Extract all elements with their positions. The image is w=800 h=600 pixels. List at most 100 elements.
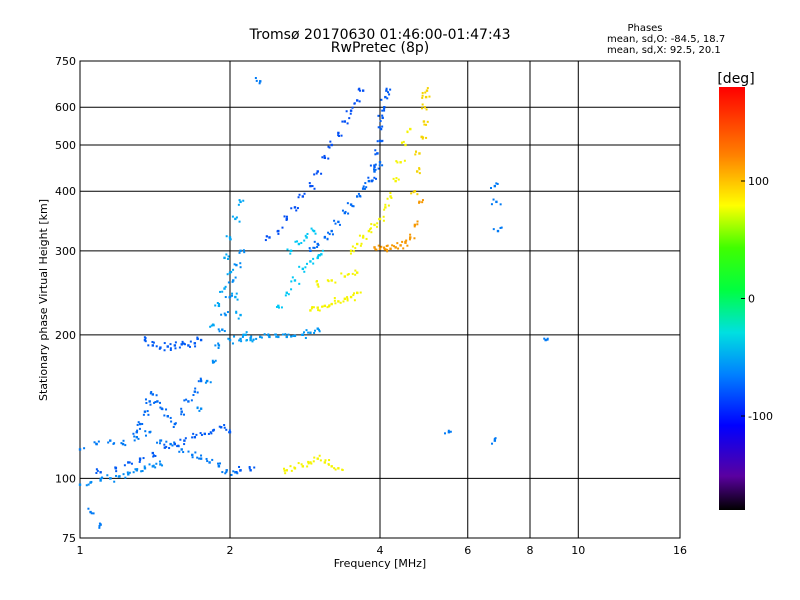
data-point: [124, 476, 127, 479]
data-point: [231, 280, 234, 283]
data-point: [277, 335, 280, 339]
data-point: [107, 441, 110, 444]
data-point: [218, 303, 221, 306]
data-point: [399, 161, 402, 164]
data-point: [298, 282, 301, 285]
data-point: [326, 306, 329, 309]
data-point: [144, 430, 147, 433]
data-point: [305, 262, 308, 265]
data-point: [264, 239, 267, 242]
data-point: [234, 217, 237, 221]
data-point: [217, 462, 220, 465]
data-point: [223, 426, 226, 429]
data-point: [235, 216, 238, 219]
data-point: [499, 227, 502, 230]
data-point: [295, 209, 298, 212]
data-point: [347, 273, 350, 276]
data-point: [115, 474, 118, 477]
data-point: [297, 462, 300, 465]
data-point: [224, 313, 227, 317]
data-point: [235, 310, 238, 313]
data-point: [313, 246, 316, 249]
data-point: [394, 179, 397, 183]
data-point: [224, 472, 227, 475]
data-point: [293, 466, 296, 469]
data-point: [309, 184, 312, 188]
data-point: [341, 209, 344, 212]
data-point: [234, 471, 237, 474]
data-point: [178, 346, 181, 349]
chart-subtitle: RwPretec (8p): [331, 40, 429, 56]
data-point: [199, 379, 203, 383]
data-point: [291, 276, 294, 279]
data-point: [333, 467, 336, 470]
data-point: [304, 336, 307, 339]
data-point: [284, 294, 287, 297]
data-point: [290, 288, 293, 291]
data-point: [277, 232, 280, 235]
data-point: [87, 507, 90, 510]
data-point: [252, 338, 255, 341]
data-point: [217, 328, 220, 331]
data-point: [409, 233, 412, 236]
data-point: [235, 470, 238, 473]
data-points: [78, 77, 549, 529]
data-point: [351, 245, 354, 248]
data-point: [148, 400, 151, 403]
data-point: [327, 463, 330, 466]
data-point: [492, 228, 495, 231]
x-axis-ticks: 1 2 4 6 8 10 16: [77, 544, 688, 557]
data-point: [330, 465, 333, 468]
data-point: [356, 292, 359, 295]
data-point: [126, 471, 129, 474]
data-point: [490, 203, 493, 206]
data-point: [341, 468, 344, 471]
data-point: [358, 234, 361, 237]
data-point: [217, 344, 221, 347]
data-point: [109, 477, 112, 480]
data-point: [383, 107, 386, 110]
data-point: [316, 245, 319, 248]
data-point: [428, 95, 431, 98]
data-point: [373, 169, 376, 172]
data-point: [233, 335, 236, 338]
data-point: [333, 219, 336, 222]
data-point: [142, 457, 145, 460]
data-point: [293, 279, 297, 282]
data-point: [156, 441, 159, 444]
data-point: [362, 185, 365, 188]
data-point: [199, 377, 202, 380]
data-point: [367, 176, 370, 179]
data-point: [238, 339, 241, 342]
data-point: [127, 473, 130, 476]
data-point: [383, 109, 386, 112]
data-point: [289, 252, 292, 255]
data-point: [327, 280, 330, 283]
data-point: [123, 464, 126, 467]
data-point: [354, 269, 357, 272]
data-point: [399, 244, 402, 247]
colorbar-tick-label: -100: [748, 410, 773, 423]
data-point: [491, 442, 494, 445]
data-point: [318, 330, 321, 333]
data-point: [243, 251, 246, 254]
data-point: [193, 390, 197, 393]
data-point: [383, 208, 386, 211]
data-point: [250, 335, 253, 338]
data-point: [290, 335, 293, 338]
data-point: [191, 456, 194, 459]
data-point: [317, 285, 320, 288]
data-point: [98, 522, 101, 525]
data-point: [413, 190, 417, 193]
data-point: [333, 299, 336, 302]
data-point: [312, 306, 315, 309]
data-point: [225, 470, 228, 473]
data-point: [225, 235, 228, 238]
data-point: [346, 299, 349, 302]
data-point: [416, 223, 419, 226]
data-point: [310, 307, 313, 310]
data-point: [173, 344, 177, 347]
data-point: [359, 89, 362, 92]
data-point: [200, 433, 203, 436]
data-point: [301, 267, 305, 271]
